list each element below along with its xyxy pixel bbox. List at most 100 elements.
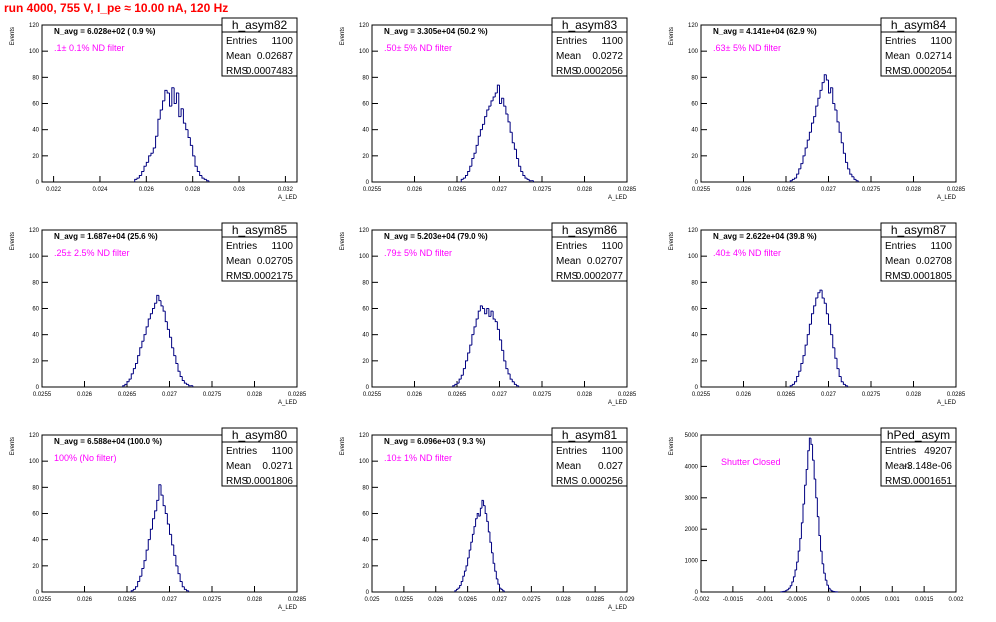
y-tick-label: 20	[32, 564, 39, 570]
histogram-bin	[484, 116, 487, 125]
histogram-bin	[171, 337, 174, 349]
y-tick-label: 20	[362, 359, 369, 365]
y-axis-label: Events	[669, 27, 675, 45]
histogram-bin	[169, 329, 172, 338]
stats-key: Mean	[556, 256, 581, 267]
x-tick-label: 0.026	[736, 392, 752, 398]
histogram-bin	[788, 587, 791, 590]
histogram-bin	[796, 173, 799, 179]
histogram-bin	[183, 380, 187, 384]
y-axis-label: Events	[669, 437, 675, 455]
histogram-bin	[173, 544, 176, 556]
x-tick-label: 0.0285	[586, 597, 605, 603]
histogram-bin	[511, 379, 515, 383]
histogram-bin	[813, 460, 816, 480]
histogram-bin	[139, 347, 142, 356]
stats-value: 1100	[601, 446, 623, 457]
histogram-bin	[452, 385, 455, 387]
y-tick-label: 0	[36, 180, 40, 186]
histogram-bin	[156, 499, 159, 511]
x-tick-label: 0.0285	[618, 392, 637, 398]
stats-box	[551, 427, 628, 487]
histogram-bin	[164, 505, 168, 514]
filter-label: .63± 5% ND filter	[713, 43, 781, 53]
histogram-bin	[465, 360, 468, 369]
stats-key: Mean	[885, 256, 910, 267]
histogram-bin	[186, 383, 189, 385]
histogram-bin	[479, 305, 483, 312]
y-tick-label: 120	[359, 433, 370, 439]
histogram-bin	[511, 132, 515, 144]
histogram-bin	[828, 79, 831, 94]
y-tick-label: 100	[688, 254, 699, 260]
y-tick-label: 120	[29, 228, 40, 234]
histogram-bin	[143, 165, 147, 172]
histogram-bin	[473, 326, 477, 335]
x-tick-label: 0.028	[577, 187, 593, 193]
y-tick-label: 20	[362, 154, 369, 160]
histogram-bin	[469, 344, 472, 353]
histogram-bin	[189, 137, 193, 146]
y-tick-label: 80	[691, 75, 698, 81]
stats-key: Entries	[226, 36, 257, 47]
histogram-bin	[128, 378, 132, 382]
histogram-bin	[145, 326, 149, 335]
stats-key: Entries	[556, 241, 587, 252]
histogram-bin	[802, 355, 806, 364]
histogram-bin	[162, 305, 166, 312]
histogram-bin	[471, 334, 474, 346]
histogram-bin	[836, 358, 840, 370]
histogram-bin	[818, 516, 821, 536]
histogram-bin	[798, 370, 801, 377]
histogram-bin	[838, 368, 842, 378]
x-tick-label: 0.028	[577, 392, 593, 398]
y-tick-label: 100	[29, 254, 40, 260]
histogram-bin	[496, 321, 500, 330]
histogram-bin	[169, 93, 172, 107]
stats-value: 0.000256	[581, 476, 623, 487]
histogram-bin	[135, 362, 138, 369]
histogram-bin	[473, 152, 477, 159]
stats-value: 0.02707	[587, 256, 624, 267]
histogram-bin	[828, 585, 831, 589]
histogram-bin	[796, 376, 799, 382]
stats-key: RMS	[885, 476, 908, 487]
stats-key: RMS	[226, 271, 249, 282]
stats-key: RMS	[226, 66, 249, 77]
histogram-bin	[478, 513, 481, 517]
histogram-bin	[842, 381, 846, 385]
y-tick-label: 20	[32, 154, 39, 160]
x-tick-label: 0.022	[46, 187, 62, 193]
y-tick-label: 20	[32, 359, 39, 365]
stats-value: 0.02708	[916, 256, 953, 267]
stats-value: 49207	[924, 446, 952, 457]
stats-title: h_asym80	[232, 428, 288, 442]
x-tick-label: 0.0265	[448, 392, 467, 398]
x-tick-label: 0.0265	[448, 187, 467, 193]
histogram-bin	[807, 450, 810, 470]
histogram-bin	[462, 368, 466, 376]
histogram-bin	[166, 90, 170, 94]
histogram-bin	[182, 108, 186, 124]
histogram-bin	[792, 576, 796, 582]
x-tick-label: 0	[827, 597, 831, 603]
histogram-bin	[459, 584, 462, 589]
histogram-bin	[185, 123, 189, 131]
y-tick-label: 0	[366, 590, 370, 596]
histogram-bin	[789, 180, 793, 182]
histogram-bin	[460, 178, 464, 182]
x-tick-label: 0.0275	[862, 392, 881, 398]
x-tick-label: 0.026	[407, 392, 423, 398]
histogram-bin	[851, 174, 854, 178]
histogram-bin	[141, 340, 144, 348]
x-tick-label: 0.029	[619, 597, 635, 603]
x-tick-label: 0.032	[278, 187, 294, 193]
stats-title: h_asym85	[232, 223, 288, 237]
x-tick-label: 0.027	[821, 392, 837, 398]
stats-value: 0.0007483	[246, 66, 294, 77]
navg-label: N_avg = 6.028e+02 ( 0.9 %)	[54, 27, 156, 36]
histogram-bin	[126, 381, 130, 385]
stats-box	[551, 222, 628, 282]
histogram-bin	[460, 581, 463, 586]
histogram-bin	[503, 350, 506, 362]
